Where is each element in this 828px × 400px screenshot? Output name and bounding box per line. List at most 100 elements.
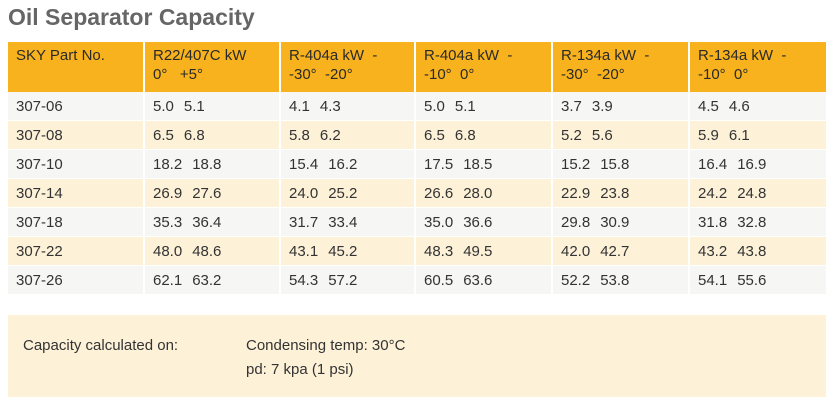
capacity-cell: 5.9 6.1 [690, 121, 826, 149]
capacity-value: 52.2 [561, 272, 591, 289]
header-cell: R-134a kW - -30° -20° [553, 42, 688, 92]
capacity-value: 62.1 [153, 272, 183, 289]
part-number: 307-26 [8, 266, 143, 294]
capacity-cell: 48.0 48.6 [145, 237, 279, 265]
capacity-cell: 3.7 3.9 [553, 92, 688, 120]
capacity-value: 24.2 [698, 185, 728, 202]
capacity-value: 4.5 [698, 98, 719, 115]
capacity-value: 36.6 [463, 214, 493, 231]
capacity-value: 6.5 [424, 127, 445, 144]
capacity-cell: 54.3 57.2 [281, 266, 414, 294]
capacity-value: 63.6 [463, 272, 493, 289]
header-line: -30° -20° [561, 66, 625, 83]
capacity-cell: 5.2 5.6 [553, 121, 688, 149]
capacity-cell: 4.5 4.6 [690, 92, 826, 120]
header-line: R-404a kW - [424, 47, 513, 64]
capacity-value: 57.2 [328, 272, 358, 289]
capacity-value: 36.4 [192, 214, 222, 231]
capacity-value: 18.2 [153, 156, 183, 173]
capacity-value: 5.1 [183, 98, 205, 115]
capacity-cell: 4.1 4.3 [281, 92, 414, 120]
capacity-value: 48.6 [192, 243, 222, 260]
capacity-value: 6.1 [728, 127, 750, 144]
part-number: 307-08 [8, 121, 143, 149]
capacity-cell: 26.6 28.0 [416, 179, 551, 207]
capacity-value: 18.8 [192, 156, 222, 173]
capacity-cell: 6.5 6.8 [145, 121, 279, 149]
capacity-cell: 42.0 42.7 [553, 237, 688, 265]
header-line: R-404a kW - [289, 47, 378, 64]
capacity-value: 31.7 [289, 214, 319, 231]
capacity-value: 18.5 [463, 156, 493, 173]
capacity-value: 15.8 [600, 156, 630, 173]
part-number: 307-06 [8, 92, 143, 120]
header-line: R-134a kW - [698, 47, 787, 64]
capacity-value: 26.6 [424, 185, 454, 202]
capacity-value: 48.3 [424, 243, 454, 260]
header-line: R-134a kW - [561, 47, 650, 64]
header-cell: R-404a kW - -30° -20° [281, 42, 414, 92]
header-cell: R-134a kW - -10° 0° [690, 42, 826, 92]
capacity-value: 35.3 [153, 214, 183, 231]
capacity-value: 16.2 [328, 156, 358, 173]
part-number: 307-18 [8, 208, 143, 236]
capacity-value: 60.5 [424, 272, 454, 289]
capacity-cell: 60.5 63.6 [416, 266, 551, 294]
capacity-value: 5.2 [561, 127, 582, 144]
capacity-value: 5.1 [454, 98, 476, 115]
capacity-value: 17.5 [424, 156, 454, 173]
capacity-value: 15.2 [561, 156, 591, 173]
capacity-value: 43.1 [289, 243, 319, 260]
capacity-cell: 5.0 5.1 [416, 92, 551, 120]
capacity-cell: 43.1 45.2 [281, 237, 414, 265]
capacity-value: 5.6 [591, 127, 613, 144]
capacity-value: 55.6 [737, 272, 767, 289]
capacity-cell: 15.2 15.8 [553, 150, 688, 178]
capacity-cell: 22.9 23.8 [553, 179, 688, 207]
capacity-value: 6.8 [183, 127, 205, 144]
capacity-value: 24.0 [289, 185, 319, 202]
header-cell: SKY Part No. [8, 42, 143, 92]
capacity-cell: 17.5 18.5 [416, 150, 551, 178]
capacity-cell: 48.3 49.5 [416, 237, 551, 265]
capacity-value: 15.4 [289, 156, 319, 173]
capacity-value: 16.4 [698, 156, 728, 173]
capacity-value: 5.0 [153, 98, 174, 115]
header-line: -30° -20° [289, 66, 353, 83]
capacity-value: 53.8 [600, 272, 630, 289]
capacity-value: 54.3 [289, 272, 319, 289]
capacity-value: 35.0 [424, 214, 454, 231]
capacity-cell: 31.7 33.4 [281, 208, 414, 236]
capacity-cell: 35.0 36.6 [416, 208, 551, 236]
capacity-value: 30.9 [600, 214, 630, 231]
capacity-value: 49.5 [463, 243, 493, 260]
header-line: R22/407C kW [153, 47, 247, 64]
part-number: 307-10 [8, 150, 143, 178]
note-line: Condensing temp: 30°C [246, 337, 406, 354]
capacity-cell: 54.1 55.6 [690, 266, 826, 294]
header-line: 0° +5° [153, 66, 203, 83]
capacity-value: 4.3 [319, 98, 341, 115]
capacity-cell: 18.2 18.8 [145, 150, 279, 178]
note-box: Capacity calculated on: Condensing temp:… [8, 315, 826, 397]
capacity-value: 16.9 [737, 156, 767, 173]
capacity-value: 48.0 [153, 243, 183, 260]
capacity-value: 33.4 [328, 214, 358, 231]
capacity-value: 22.9 [561, 185, 591, 202]
capacity-value: 27.6 [192, 185, 222, 202]
capacity-value: 28.0 [463, 185, 493, 202]
header-line: SKY Part No. [16, 47, 105, 64]
capacity-cell: 5.8 6.2 [281, 121, 414, 149]
capacity-cell: 29.8 30.9 [553, 208, 688, 236]
capacity-value: 63.2 [192, 272, 222, 289]
note-line: pd: 7 kpa (1 psi) [246, 361, 354, 378]
capacity-value: 32.8 [737, 214, 767, 231]
capacity-cell: 31.8 32.8 [690, 208, 826, 236]
capacity-cell: 16.4 16.9 [690, 150, 826, 178]
capacity-cell: 43.2 43.8 [690, 237, 826, 265]
capacity-value: 4.6 [728, 98, 750, 115]
capacity-value: 42.7 [600, 243, 630, 260]
capacity-cell: 62.1 63.2 [145, 266, 279, 294]
capacity-value: 24.8 [737, 185, 767, 202]
